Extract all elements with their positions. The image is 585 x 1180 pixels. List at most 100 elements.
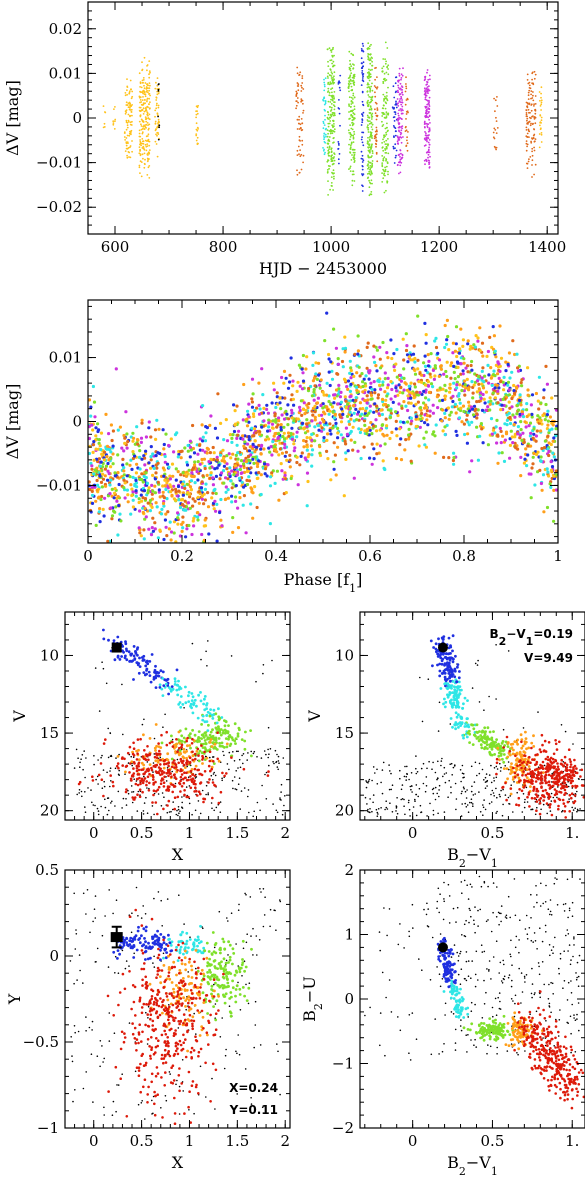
phase-point (155, 466, 159, 470)
phase-point (538, 468, 542, 472)
phase-point (154, 471, 158, 475)
light-curve-point (323, 78, 325, 81)
phase-point (469, 363, 473, 368)
light-curve-point (156, 93, 159, 96)
phase-point (183, 446, 187, 450)
phase-point (275, 469, 279, 473)
phase-point (390, 430, 394, 434)
field-star (97, 813, 100, 816)
phase-point (433, 451, 437, 455)
phase-point (265, 403, 269, 407)
phase-point (144, 435, 148, 439)
field-star (252, 815, 254, 818)
phase-point (279, 428, 283, 432)
phase-point (200, 494, 204, 498)
phase-point (339, 433, 343, 437)
light-curve-point (367, 86, 370, 88)
phase-point (161, 490, 165, 494)
light-curve-point (301, 75, 304, 77)
light-curve-point (323, 135, 325, 137)
light-curve-point (141, 109, 144, 111)
phase-point (200, 532, 204, 537)
light-curve-point (140, 86, 143, 89)
phase-point (539, 455, 543, 459)
phase-point (434, 345, 439, 350)
x-tick-label: 1 (553, 547, 563, 565)
light-curve-point (350, 109, 353, 112)
x-tick-label: 1200 (420, 238, 458, 256)
field-star (242, 753, 245, 755)
field-star (82, 768, 84, 771)
field-star (276, 766, 279, 768)
light-curve-point (348, 111, 350, 113)
phase-point (96, 496, 100, 500)
light-curve-point (196, 136, 199, 139)
light-curve-point (426, 99, 429, 102)
phase-point (111, 462, 115, 466)
field-star (84, 806, 86, 808)
field-star (110, 780, 112, 782)
phase-point (484, 408, 488, 412)
field-star (272, 803, 274, 805)
phase-point (331, 426, 335, 430)
phase-point (488, 402, 492, 406)
phase-point (99, 480, 104, 484)
phase-point (261, 393, 265, 397)
light-curve-point (367, 146, 370, 149)
phase-point (465, 377, 469, 381)
light-curve-point (330, 77, 333, 79)
field-star (263, 750, 266, 752)
field-star (101, 754, 103, 757)
phase-point (252, 461, 256, 465)
light-curve-point (400, 109, 403, 112)
cluster-star (243, 739, 247, 743)
phase-point (94, 523, 98, 528)
phase-point (375, 409, 379, 413)
phase-point (237, 476, 242, 480)
phase-point (138, 477, 142, 481)
phase-point (204, 482, 208, 486)
light-curve-point (387, 152, 390, 155)
phase-point (231, 452, 235, 456)
light-curve-point (405, 76, 407, 79)
phase-point (418, 425, 422, 429)
phase-point (419, 417, 423, 421)
light-curve-point (361, 190, 364, 192)
light-curve-point (322, 99, 325, 102)
light-curve-point (539, 99, 541, 102)
field-star (232, 787, 234, 790)
light-curve-point (381, 120, 383, 123)
light-curve-point (533, 70, 536, 73)
field-star (141, 723, 144, 726)
light-curve-point (326, 135, 329, 138)
light-curve-point (387, 170, 389, 173)
light-curve-point (381, 115, 384, 117)
phase-point (381, 432, 385, 436)
y-tick-label: 0.01 (49, 64, 82, 82)
phase-point (434, 423, 438, 427)
light-curve-point (295, 100, 298, 102)
light-curve-point (528, 136, 530, 139)
light-curve-point (375, 129, 378, 132)
light-curve-ylabel: ΔV [mag] (3, 80, 22, 156)
light-curve-point (374, 112, 377, 115)
light-curve-point (425, 132, 427, 135)
phase-point (270, 401, 274, 405)
phase-point (207, 460, 211, 464)
light-curve-point (139, 140, 142, 143)
field-star (168, 811, 171, 813)
phase-point (409, 381, 413, 385)
phase-point (279, 462, 283, 466)
phase-point (453, 402, 457, 406)
phase-point (457, 392, 461, 396)
phase-point (283, 473, 287, 477)
phase-point (443, 411, 447, 415)
light-curve-point (296, 97, 299, 99)
phase-point (278, 401, 282, 405)
field-star (252, 752, 255, 755)
phase-point (365, 394, 369, 398)
light-curve-point (129, 79, 132, 82)
light-curve-point (400, 129, 403, 132)
light-curve-point (129, 121, 132, 124)
field-star (235, 750, 238, 753)
